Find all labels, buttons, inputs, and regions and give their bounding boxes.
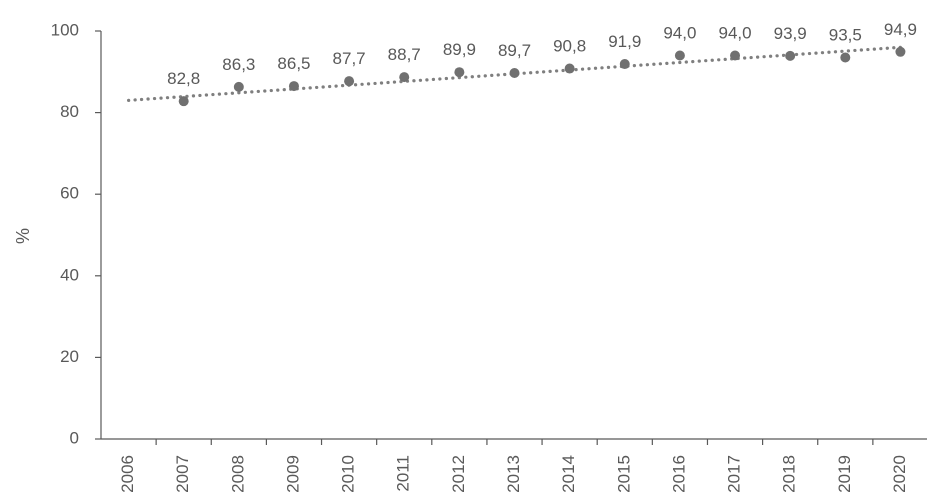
y-tick-label: 0 <box>70 428 79 447</box>
data-label: 94,9 <box>884 20 917 39</box>
x-tick-label: 2013 <box>504 455 523 493</box>
x-tick-label: 2009 <box>283 455 302 493</box>
x-tick-label: 2010 <box>339 455 358 493</box>
data-point <box>674 50 685 61</box>
x-tick-label: 2020 <box>890 455 909 493</box>
x-tick-label: 2018 <box>780 455 799 493</box>
data-label: 89,9 <box>443 40 476 59</box>
x-tick-label: 2017 <box>725 455 744 493</box>
y-tick-label: 20 <box>60 347 79 366</box>
data-point <box>840 52 851 63</box>
y-tick-label: 60 <box>60 184 79 203</box>
data-points <box>178 46 906 107</box>
data-label: 88,7 <box>388 45 421 64</box>
data-point <box>730 50 741 61</box>
data-label: 93,5 <box>829 26 862 45</box>
x-tick-label: 2015 <box>614 455 633 493</box>
x-tick-label: 2012 <box>449 455 468 493</box>
data-label: 87,7 <box>333 49 366 68</box>
data-labels: 82,8 86,3 86,5 87,7 88,7 89,9 89,7 90,8 91,9 94,0… <box>167 20 917 88</box>
x-tick-label: 2008 <box>228 455 247 493</box>
data-label: 94,0 <box>718 23 751 42</box>
y-tick-label: 80 <box>60 102 79 121</box>
data-point <box>619 59 630 70</box>
data-label: 93,9 <box>774 24 807 43</box>
data-label: 91,9 <box>608 32 641 51</box>
x-tick-label: 2011 <box>394 455 413 492</box>
data-point <box>288 81 299 92</box>
data-point <box>564 63 575 74</box>
y-axis-label: % <box>13 228 33 244</box>
x-tick-label: 2014 <box>559 455 578 493</box>
trendline-group <box>126 45 903 102</box>
data-point <box>785 50 796 61</box>
data-label: 86,3 <box>222 55 255 74</box>
y-tick-label: 40 <box>60 265 79 284</box>
data-label: 82,8 <box>167 69 200 88</box>
data-point <box>895 46 906 57</box>
data-point <box>178 96 189 107</box>
data-point <box>344 76 355 87</box>
y-axis-ticks: 0 20 40 60 80 100 <box>51 20 101 447</box>
x-axis-ticks: 2006 2007 2008 2009 2010 2011 2012 2013 2014 2015… <box>118 439 909 493</box>
trendline <box>126 45 903 102</box>
data-point <box>399 72 410 83</box>
x-tick-label: 2019 <box>835 455 854 493</box>
y-tick-label: 100 <box>51 20 79 39</box>
data-point <box>509 68 520 79</box>
data-point <box>233 81 244 92</box>
x-tick-label: 2016 <box>669 455 688 493</box>
x-tick-label: 2007 <box>173 455 192 493</box>
data-label: 89,7 <box>498 41 531 60</box>
data-label: 90,8 <box>553 37 586 56</box>
data-label: 86,5 <box>277 54 310 73</box>
data-point <box>454 67 465 78</box>
x-tick-label: 2006 <box>118 455 137 493</box>
data-label: 94,0 <box>663 23 696 42</box>
